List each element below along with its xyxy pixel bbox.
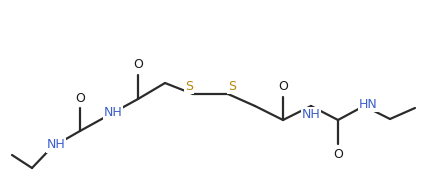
Text: NH: NH: [302, 108, 320, 120]
Text: HN: HN: [359, 97, 377, 111]
Text: O: O: [333, 147, 343, 161]
Text: NH: NH: [47, 139, 65, 151]
Text: S: S: [228, 79, 236, 93]
Text: S: S: [185, 79, 193, 93]
Text: O: O: [278, 81, 288, 93]
Text: O: O: [75, 92, 85, 105]
Text: NH: NH: [104, 107, 122, 120]
Text: O: O: [133, 59, 143, 71]
